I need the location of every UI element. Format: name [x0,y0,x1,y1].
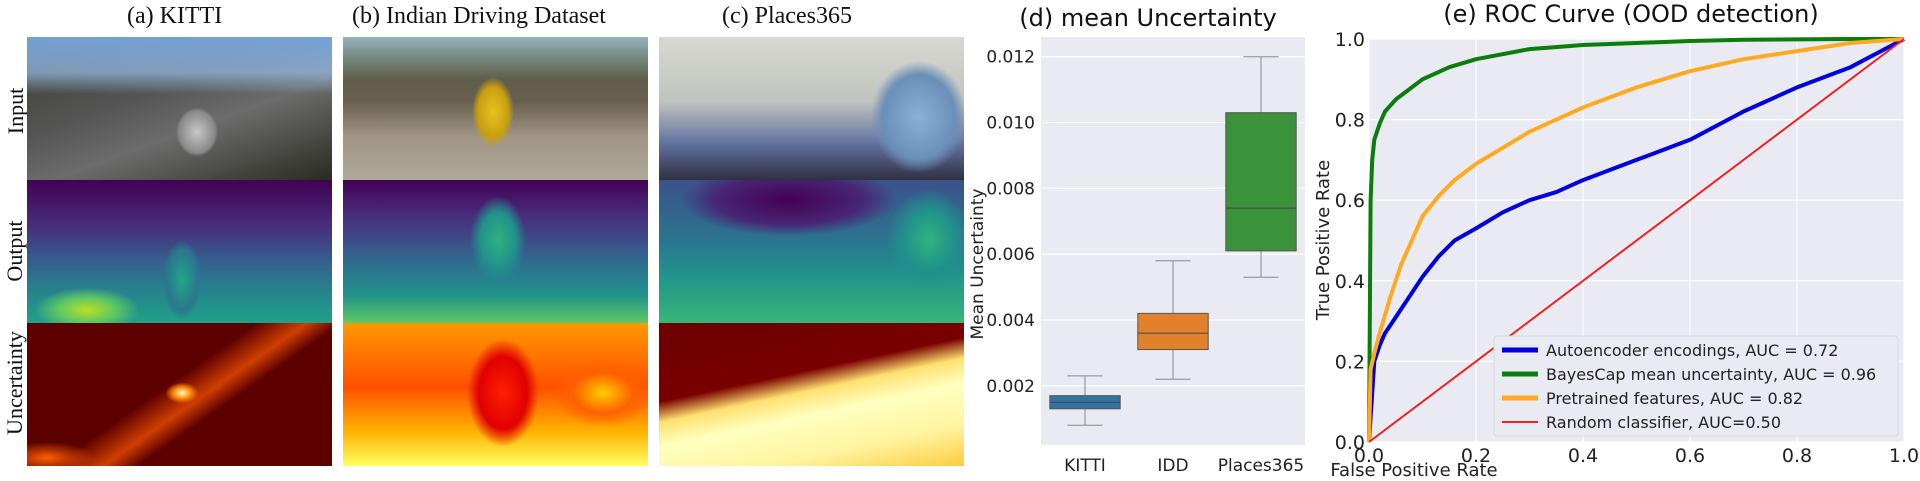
roc-plot-area [1369,39,1904,442]
row-label-output: Output [2,220,27,282]
roc-xlabel: False Positive Rate [1330,460,1497,481]
box-plot-title: (d) mean Uncertainty [1019,4,1277,32]
roc-xtick-label: 0.0 [1354,445,1384,467]
row-label-input: Input [3,87,28,135]
row-label-uncertainty: Uncertainty [2,331,27,435]
box-ytick-label: 0.006 [986,245,1035,265]
roc-legend [1493,335,1899,437]
box-places365 [1225,112,1297,252]
roc-series-line-1 [1367,37,1905,443]
roc-xtick-label: 0.6 [1675,445,1705,467]
roc-ytick-label: 0.6 [1335,190,1365,212]
roc-series-line-2 [1367,37,1904,443]
roc-legend-label: BayesCap mean uncertainty, AUC = 0.96 [1546,365,1876,384]
box-plot-ylabel: Mean Uncertainty [968,188,988,339]
roc-legend-label: Random classifier, AUC=0.50 [1546,413,1781,432]
roc-ytick-label: 0.8 [1335,110,1365,132]
roc-ytick-label: 1.0 [1335,29,1365,51]
box-ytick-label: 0.012 [986,48,1035,68]
box-ytick-label: 0.010 [986,114,1035,134]
roc-legend-label: Autoencoder encodings, AUC = 0.72 [1546,341,1838,360]
box-ytick-label: 0.004 [986,311,1035,331]
idd-input-image [343,37,648,180]
roc-series-line-3 [1367,37,1905,443]
box-ytick-label: 0.008 [986,179,1035,199]
roc-ytick-label: 0.4 [1335,271,1365,293]
roc-series-line-4 [1368,38,1905,443]
kitti-uncertainty-map [27,323,332,466]
box-plot-area [1041,37,1305,445]
roc-ytick-label: 0.0 [1335,432,1365,454]
kitti-output-depth [27,180,332,323]
panel-c-title: (c) Places365 [722,3,852,29]
box-category-label: KITTI [1064,456,1106,476]
roc-xtick-label: 0.8 [1782,445,1812,467]
roc-legend-label: Pretrained features, AUC = 0.82 [1546,389,1803,408]
box-ytick-label: 0.002 [986,377,1035,397]
box-category-label: Places365 [1218,456,1305,476]
places-output-depth [659,180,964,323]
panel-a-title: (a) KITTI [127,3,223,29]
idd-output-depth [343,180,648,323]
idd-uncertainty-map [343,323,648,466]
roc-xtick-label: 0.2 [1461,445,1491,467]
roc-ylabel: True Positive Rate [1313,160,1334,321]
panel-b-title: (b) Indian Driving Dataset [352,3,606,29]
kitti-input-image [27,37,332,180]
roc-xtick-label: 0.4 [1568,445,1598,467]
box-category-label: IDD [1157,456,1188,476]
places-input-image [659,37,964,180]
roc-title: (e) ROC Curve (OOD detection) [1443,0,1818,28]
roc-ytick-label: 0.2 [1335,351,1365,373]
places-uncertainty-map [659,323,964,466]
box-kitti [1049,395,1121,410]
box-idd [1137,312,1209,351]
roc-xtick-label: 1.0 [1889,445,1919,467]
